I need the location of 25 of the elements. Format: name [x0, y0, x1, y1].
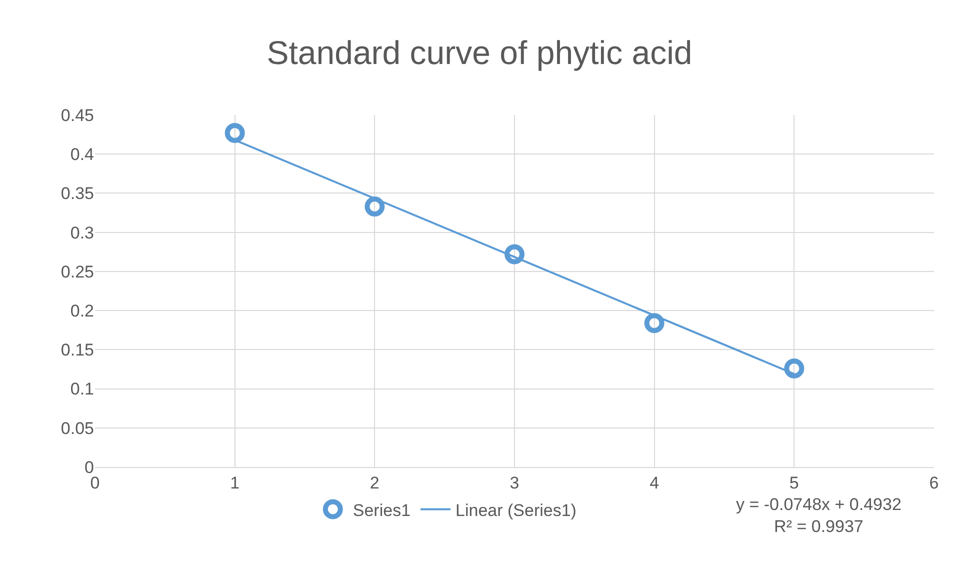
point — [644, 313, 664, 334]
x-tick-label: 3 — [510, 473, 520, 492]
chart-title: Standard curve of phytic acid — [266, 34, 692, 71]
x-tick-label: 5 — [789, 473, 799, 492]
x-tick-label: 1 — [230, 473, 240, 492]
legend-label: Series1 — [352, 500, 411, 520]
y-tick-label: 0.2 — [70, 302, 94, 321]
y-tick-label: 0.1 — [70, 380, 94, 399]
point — [224, 122, 245, 143]
y-tick-label: 0 — [84, 458, 94, 477]
y-tick-label: 0.15 — [60, 340, 94, 360]
y-tick-label: 0.05 — [60, 418, 94, 438]
point — [364, 196, 385, 217]
y-tick-label: 0.25 — [60, 262, 94, 282]
x-tick-label: 6 — [929, 473, 939, 492]
text: y = -0.0748x + 0.4932 R² = 0.9937 — [736, 495, 902, 536]
y-tick-label: 0.4 — [70, 145, 94, 164]
legend-label: Linear (Series1) — [456, 500, 576, 520]
point — [784, 358, 804, 378]
point — [504, 244, 524, 264]
y-tick-label: 0.45 — [60, 106, 94, 125]
x-tick-label: 4 — [650, 473, 660, 492]
x-tick-label: 2 — [370, 473, 380, 492]
y-tick-label: 0.35 — [60, 184, 94, 204]
y-tick-label: 0.3 — [70, 223, 94, 242]
